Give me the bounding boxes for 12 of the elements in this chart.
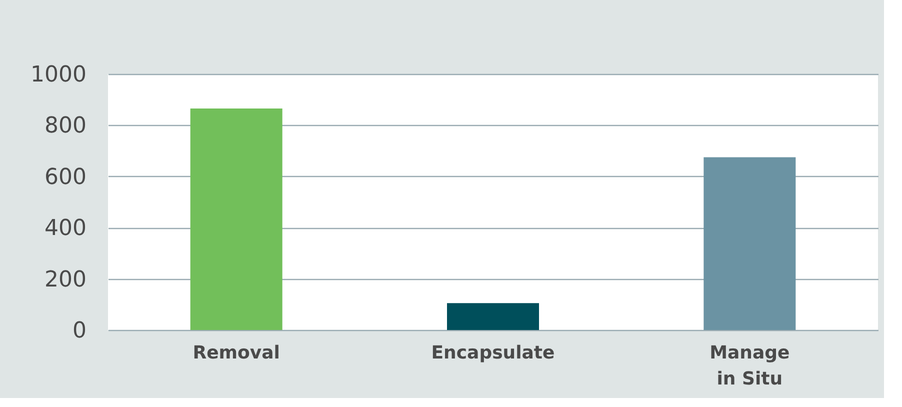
bar [704, 157, 796, 330]
y-tick-label: 1000 [30, 62, 86, 88]
x-tick-label: Removal [192, 342, 280, 364]
bar [447, 303, 539, 330]
y-tick-label: 400 [44, 216, 86, 242]
x-tick-label: Manage in Situ [710, 342, 790, 390]
y-tick-label: 200 [44, 267, 86, 292]
y-tick-label: 600 [44, 164, 86, 190]
y-tick-label: 800 [44, 114, 86, 139]
bar [190, 108, 282, 330]
x-tick-label: Encapsulate [431, 342, 555, 364]
y-tick-label: 0 [72, 318, 86, 344]
